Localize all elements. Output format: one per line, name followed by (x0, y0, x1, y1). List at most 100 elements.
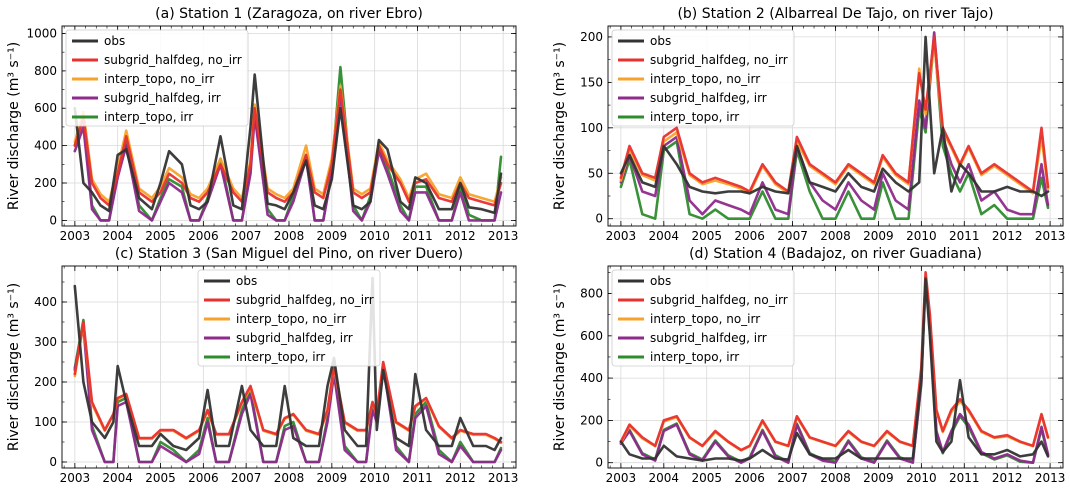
panel-title: (a) Station 1 (Zaragoza, on river Ebro) (155, 6, 423, 22)
series-line-obs (73, 276, 503, 452)
x-tick-label: 2006 (734, 471, 765, 485)
legend-label: obs (236, 274, 257, 288)
series-line-subgrid-halfdeg-irr (619, 31, 1050, 216)
x-tick-label: 2004 (649, 229, 680, 243)
y-axis-label: River discharge (m³ s⁻¹) (552, 42, 568, 210)
x-tick-label: 2007 (777, 471, 808, 485)
x-tick-label: 2004 (649, 471, 680, 485)
legend-label: subgrid_halfdeg, no_irr (104, 53, 242, 67)
legend-box (611, 29, 795, 127)
series-line-obs (619, 35, 1050, 198)
x-tick-label: 2004 (102, 471, 133, 485)
y-tick-label: 200 (580, 413, 603, 427)
x-tick-label: 2012 (445, 471, 476, 485)
y-tick-label: 0 (49, 455, 57, 469)
x-tick-label: 2008 (274, 471, 305, 485)
y-axis-label: River discharge (m³ s⁻¹) (6, 283, 22, 451)
legend-label: subgrid_halfdeg, no_irr (236, 293, 374, 307)
x-tick-label: 2013 (488, 229, 519, 243)
x-tick-label: 2004 (102, 229, 133, 243)
x-tick-label: 2012 (445, 229, 476, 243)
x-tick-label: 2010 (359, 471, 390, 485)
series-line-interp-topo-irr (619, 35, 1050, 220)
legend-label: subgrid_halfdeg, irr (236, 331, 353, 345)
y-tick-label: 400 (34, 139, 57, 153)
legend-label: interp_topo, irr (650, 350, 739, 364)
y-tick-label: 0 (595, 212, 603, 226)
legend-label: subgrid_halfdeg, irr (650, 331, 767, 345)
y-tick-label: 100 (34, 415, 57, 429)
legend-label: subgrid_halfdeg, no_irr (650, 293, 788, 307)
series-line-subgrid-halfdeg-no-irr (73, 320, 503, 444)
x-tick-label: 2005 (691, 229, 722, 243)
x-tick-label: 2007 (777, 229, 808, 243)
x-tick-label: 2008 (820, 471, 851, 485)
x-tick-label: 2011 (402, 229, 433, 243)
series-line-subgrid-halfdeg-irr (73, 324, 503, 464)
y-tick-label: 200 (580, 30, 603, 44)
y-tick-label: 0 (49, 213, 57, 227)
y-axis-label: River discharge (m³ s⁻¹) (6, 42, 22, 210)
x-tick-label: 2006 (188, 471, 219, 485)
x-tick-label: 2010 (906, 471, 937, 485)
legend-label: subgrid_halfdeg, no_irr (650, 53, 788, 67)
x-tick-label: 2003 (606, 471, 637, 485)
legend-label: interp_topo, irr (650, 110, 739, 124)
x-tick-label: 2003 (60, 471, 91, 485)
x-tick-label: 2010 (359, 229, 390, 243)
panel-title: (d) Station 4 (Badajoz, on river Guadian… (689, 246, 982, 262)
y-tick-label: 150 (580, 75, 603, 89)
legend: obs subgrid_halfdeg, no_irr interp_topo, n… (611, 269, 795, 367)
x-tick-label: 2005 (145, 471, 176, 485)
x-tick-label: 2008 (820, 229, 851, 243)
x-tick-label: 2005 (691, 471, 722, 485)
x-tick-label: 2012 (992, 229, 1023, 243)
x-tick-label: 2010 (906, 229, 937, 243)
legend-label: interp_topo, irr (104, 110, 193, 124)
legend-label: interp_topo, no_irr (650, 72, 760, 86)
y-tick-label: 400 (34, 295, 57, 309)
panel-title: (b) Station 2 (Albarreal De Tajo, on riv… (677, 6, 993, 22)
x-tick-label: 2003 (606, 229, 637, 243)
plot-frame (61, 265, 517, 469)
legend: obs subgrid_halfdeg, no_irr interp_topo, n… (197, 269, 381, 367)
x-tick-label: 2009 (317, 471, 348, 485)
y-tick-label: 800 (580, 286, 603, 300)
y-tick-label: 200 (34, 375, 57, 389)
y-tick-label: 200 (34, 176, 57, 190)
series-line-subgrid-halfdeg-irr (619, 275, 1050, 465)
series-line-interp-topo-no-irr (73, 84, 503, 203)
x-tick-label: 2011 (402, 471, 433, 485)
x-tick-label: 2008 (274, 229, 305, 243)
x-tick-label: 2006 (734, 229, 765, 243)
legend-box (611, 269, 795, 367)
plot-frame (607, 265, 1064, 469)
chart-panel-4: 2003 2004 2005 2006 2007 2008 2009 2010 2011 2012… (552, 246, 1065, 485)
x-tick-label: 2007 (231, 229, 262, 243)
x-tick-label: 2013 (1035, 229, 1066, 243)
x-tick-label: 2009 (317, 229, 348, 243)
series-line-subgrid-halfdeg-irr (73, 92, 503, 222)
legend-label: obs (104, 34, 125, 48)
series-line-obs (73, 73, 503, 215)
x-tick-label: 2011 (949, 229, 980, 243)
y-tick-label: 300 (34, 335, 57, 349)
y-axis-label: River discharge (m³ s⁻¹) (552, 283, 568, 451)
chart-panel-3: 2003 2004 2005 2006 2007 2008 2009 2010 2011 2012… (6, 246, 518, 485)
series-line-obs (619, 277, 1050, 462)
x-tick-label: 2011 (949, 471, 980, 485)
chart-panel-2: 2003 2004 2005 2006 2007 2008 2009 2010 2011 2012… (552, 6, 1065, 243)
legend-label: obs (650, 34, 671, 48)
legend-box (65, 29, 249, 127)
y-tick-label: 50 (588, 166, 603, 180)
y-tick-label: 800 (34, 64, 57, 78)
legend-box (197, 269, 381, 367)
legend-label: interp_topo, no_irr (104, 72, 214, 86)
panel-title: (c) Station 3 (San Miguel del Pino, on r… (115, 246, 463, 262)
legend: obs subgrid_halfdeg, no_irr interp_topo, n… (611, 29, 795, 127)
y-tick-label: 600 (34, 101, 57, 115)
plot-frame (607, 25, 1064, 227)
legend-label: obs (650, 274, 671, 288)
series-line-subgrid-halfdeg-no-irr (619, 270, 1050, 452)
